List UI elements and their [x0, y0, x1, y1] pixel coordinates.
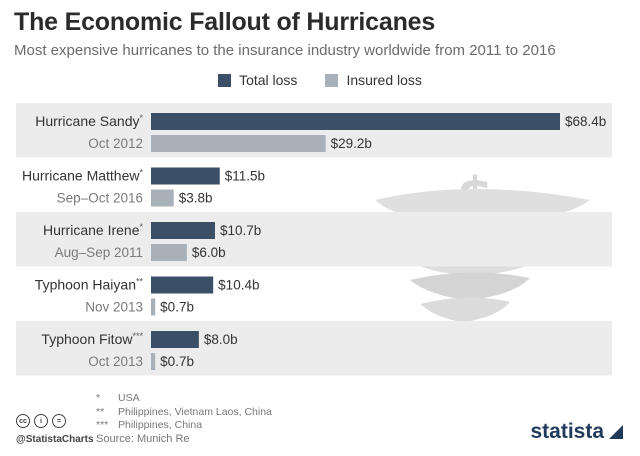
license-icons: cc i =	[16, 414, 66, 428]
bar-insured-loss	[151, 298, 156, 316]
twitter-handle[interactable]: @StatistaCharts	[16, 434, 94, 445]
category-footnote-mark: *	[139, 113, 143, 123]
data-label: $0.7b	[160, 354, 194, 369]
data-label: $10.7b	[220, 223, 261, 238]
category-label: Hurricane Matthew*	[22, 168, 144, 184]
bar-total-loss	[151, 331, 199, 348]
footnote: *** Philippines, China	[96, 419, 203, 431]
bar-insured-loss	[151, 244, 187, 261]
chart-subtitle: Most expensive hurricanes to the insuran…	[14, 42, 556, 59]
category-name: Hurricane Irene	[43, 222, 140, 238]
category-date: Oct 2012	[88, 136, 143, 151]
legend-item-insured: Insured loss	[325, 72, 422, 88]
data-label: $68.4b	[565, 114, 606, 129]
category-name: Hurricane Sandy	[35, 113, 139, 129]
category-date: Nov 2013	[85, 300, 143, 315]
category-name: Typhoon Haiyan	[35, 277, 136, 293]
data-label: $29.2b	[331, 136, 372, 151]
footnotes: * USA ** Philippines, Vietnam Laos, China …	[96, 392, 272, 433]
bar-insured-loss	[151, 189, 174, 207]
row-band	[16, 321, 612, 376]
source-note: Source: Munich Re	[96, 433, 190, 445]
statista-mark-icon	[609, 425, 623, 439]
legend-swatch-total	[218, 73, 232, 87]
data-label: $8.0b	[204, 332, 238, 347]
bar-insured-loss	[151, 353, 156, 370]
bar-total-loss	[151, 276, 214, 294]
chart-title: The Economic Fallout of Hurricanes	[14, 8, 436, 36]
legend: Total loss Insured loss	[0, 72, 640, 88]
category-date: Oct 2013	[88, 354, 143, 369]
bar-total-loss	[151, 167, 220, 185]
category-footnote-mark: **	[136, 277, 144, 287]
statista-logo[interactable]: statista	[530, 420, 624, 444]
legend-label-total: Total loss	[239, 72, 298, 88]
bar-total-loss	[151, 113, 560, 130]
cc-icon: cc	[16, 414, 30, 428]
category-name: Typhoon Fitow	[41, 331, 133, 347]
footnote: ** Philippines, Vietnam Laos, China	[96, 405, 272, 418]
legend-label-insured: Insured loss	[346, 72, 422, 88]
category-footnote-mark: *	[139, 222, 143, 232]
brand-name: statista	[530, 420, 604, 443]
category-name: Hurricane Matthew	[22, 168, 140, 184]
category-label: Hurricane Sandy*	[35, 113, 143, 129]
data-label: $0.7b	[160, 300, 194, 315]
legend-swatch-insured	[325, 73, 339, 87]
data-label: $3.8b	[179, 191, 213, 206]
data-label: $6.0b	[192, 245, 226, 260]
bar-total-loss	[151, 222, 215, 239]
category-date: Aug–Sep 2011	[55, 245, 143, 260]
data-label: $11.5b	[225, 169, 265, 184]
no-derivatives-icon: =	[52, 414, 66, 428]
category-label: Hurricane Irene*	[43, 222, 144, 238]
bar-insured-loss	[151, 135, 326, 152]
category-label: Typhoon Fitow***	[41, 331, 143, 347]
category-label: Typhoon Haiyan**	[35, 277, 144, 293]
category-footnote-mark: ***	[132, 331, 143, 341]
legend-item-total: Total loss	[218, 72, 297, 88]
category-footnote-mark: *	[139, 168, 143, 178]
data-label: $10.4b	[218, 278, 259, 293]
attribution-icon: i	[34, 414, 48, 428]
bar-chart: $ Hurricane Sandy*Oct 2012$68.4b$29.2bHu…	[16, 103, 612, 376]
category-date: Sep–Oct 2016	[57, 191, 143, 206]
row-band	[16, 212, 612, 267]
footnote: * USA	[96, 392, 140, 404]
